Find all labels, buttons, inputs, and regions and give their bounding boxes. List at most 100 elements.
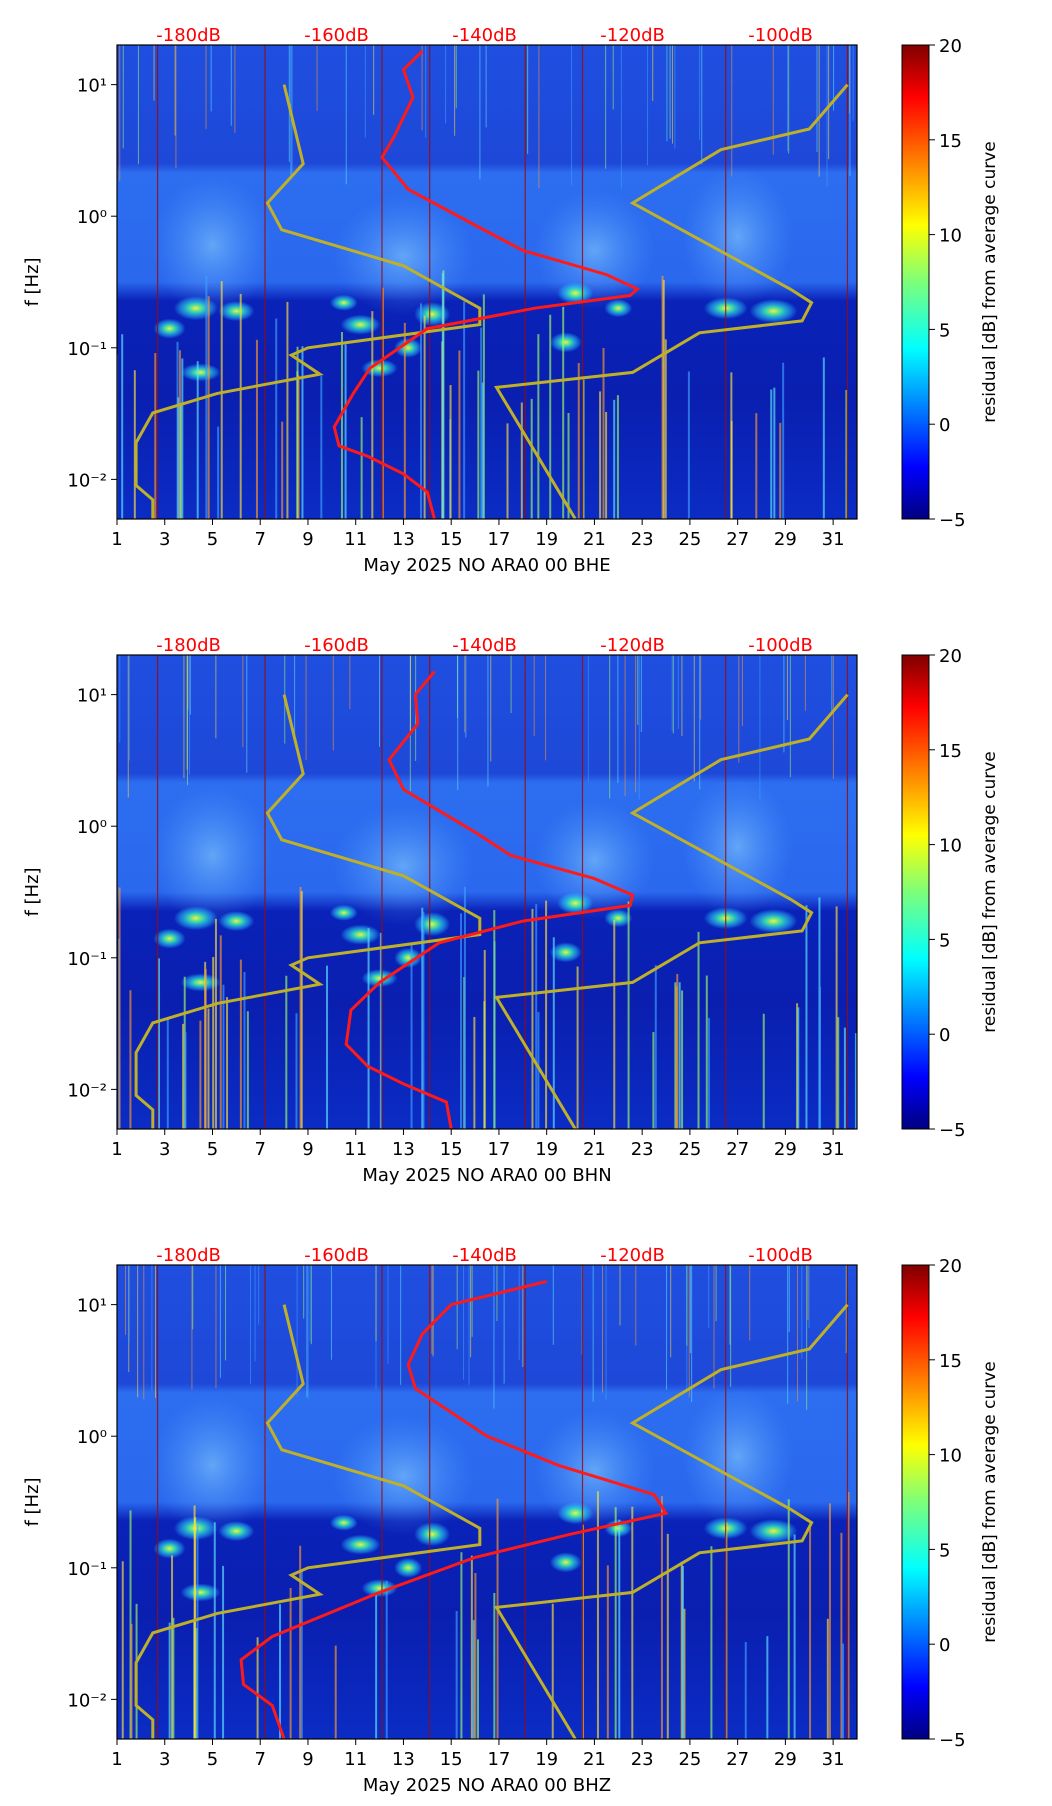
colorbar-tick-label: −5 xyxy=(939,1730,966,1751)
y-tick-label: 10⁻² xyxy=(67,1080,107,1101)
colorbar-label: residual [dB] from average curve xyxy=(980,751,1000,1032)
low-noise-model-line xyxy=(134,84,482,519)
colorbar-tick-label: 5 xyxy=(939,930,950,951)
y-tick-label: 10¹ xyxy=(77,686,107,707)
db-scale-label: -180dB xyxy=(156,1245,221,1266)
x-tick-label: 19 xyxy=(535,1139,558,1160)
average-psd-curve xyxy=(239,1279,669,1739)
x-tick-label: 29 xyxy=(774,529,797,550)
microseism-blob xyxy=(749,1519,798,1544)
microseism-blob xyxy=(549,1552,582,1573)
x-tick-label: 7 xyxy=(254,1749,265,1770)
db-scale-label: -180dB xyxy=(156,25,221,46)
db-scale-label: -180dB xyxy=(156,635,221,656)
colorbar xyxy=(901,1264,930,1740)
x-tick-label: 25 xyxy=(678,1749,701,1770)
axes-frame xyxy=(116,654,858,1130)
colorbar-tick-label: 10 xyxy=(939,226,962,247)
y-axis-label: f [Hz] xyxy=(22,1477,43,1526)
x-tick-label: 21 xyxy=(583,529,606,550)
y-tick-label: 10⁻¹ xyxy=(67,949,107,970)
microseism-blob xyxy=(361,359,398,378)
x-tick-label: 27 xyxy=(726,1749,749,1770)
noise-haze xyxy=(682,166,793,307)
db-scale-label: -140dB xyxy=(452,635,517,656)
microseism-blob xyxy=(340,1534,381,1555)
x-tick-label: 23 xyxy=(631,529,654,550)
colorbar-tick-label: 10 xyxy=(939,1446,962,1467)
x-tick-label: 9 xyxy=(302,529,313,550)
colorbar-tick-label: 0 xyxy=(939,415,950,436)
microseism-blob xyxy=(180,363,221,382)
colorbar-tick-label: 5 xyxy=(939,1540,950,1561)
x-tick-label: 31 xyxy=(822,1139,845,1160)
microseism-blob xyxy=(394,1557,423,1578)
colorbar-tick-label: 15 xyxy=(939,1351,962,1372)
microseism-blob xyxy=(173,906,218,931)
microseism-blob xyxy=(749,909,798,934)
x-tick-label: 13 xyxy=(392,1749,415,1770)
x-tick-label: 27 xyxy=(726,1139,749,1160)
microseism-blob xyxy=(414,1522,451,1547)
microseism-blob xyxy=(414,912,451,937)
y-tick-label: 10¹ xyxy=(77,1296,107,1317)
x-tick-label: 1 xyxy=(111,1139,122,1160)
colorbar-tick-label: −5 xyxy=(939,510,966,531)
colorbar-tick-label: 0 xyxy=(939,1025,950,1046)
x-tick-label: 5 xyxy=(207,1139,218,1160)
microseism-blob xyxy=(557,1502,594,1525)
x-tick-label: 17 xyxy=(487,529,510,550)
x-tick-label: 15 xyxy=(440,1749,463,1770)
x-tick-label: 5 xyxy=(207,1749,218,1770)
x-tick-label: 7 xyxy=(254,529,265,550)
microseism-blob xyxy=(361,1579,398,1598)
db-scale-label: -120dB xyxy=(600,25,665,46)
microseism-blob xyxy=(340,924,381,945)
noise-haze xyxy=(534,1410,655,1531)
x-tick-label: 11 xyxy=(344,1139,367,1160)
x-tick-label: 17 xyxy=(487,1749,510,1770)
x-tick-label: 9 xyxy=(302,1749,313,1770)
average-psd-curve xyxy=(344,670,635,1129)
axes-frame xyxy=(116,44,858,520)
x-tick-label: 3 xyxy=(159,1139,170,1160)
colorbar-label: residual [dB] from average curve xyxy=(980,1361,1000,1642)
microseism-blob xyxy=(604,909,633,928)
colorbar-tick-label: 15 xyxy=(939,741,962,762)
db-scale-label: -140dB xyxy=(452,25,517,46)
microseism-blob xyxy=(180,1583,221,1602)
spectrogram-plot xyxy=(117,45,857,519)
colorbar xyxy=(901,654,930,1130)
noise-haze xyxy=(682,1386,793,1527)
spectrogram-plot xyxy=(117,1265,857,1739)
low-noise-model-line xyxy=(134,694,482,1129)
y-tick-label: 10⁻¹ xyxy=(67,1559,107,1580)
low-noise-model-line xyxy=(134,1304,482,1739)
x-tick-label: 7 xyxy=(254,1139,265,1160)
noise-haze xyxy=(152,1395,273,1536)
x-tick-label: 5 xyxy=(207,529,218,550)
db-scale-label: -100dB xyxy=(748,635,813,656)
x-axis-label: May 2025 NO ARA0 00 BHZ xyxy=(363,1775,611,1796)
x-axis-label: May 2025 NO ARA0 00 BHN xyxy=(362,1165,611,1186)
microseism-blob xyxy=(394,337,423,358)
colorbar-tick-label: 0 xyxy=(939,1635,950,1656)
x-tick-label: 11 xyxy=(344,1749,367,1770)
x-tick-label: 3 xyxy=(159,1749,170,1770)
x-tick-label: 1 xyxy=(111,529,122,550)
axes-frame xyxy=(116,1264,858,1740)
microseism-blob xyxy=(557,282,594,305)
x-tick-label: 13 xyxy=(392,1139,415,1160)
colorbar xyxy=(901,44,930,520)
db-scale-label: -120dB xyxy=(600,1245,665,1266)
x-tick-label: 19 xyxy=(535,1749,558,1770)
colorbar-label: residual [dB] from average curve xyxy=(980,141,1000,422)
microseism-blob xyxy=(557,892,594,915)
colorbar-tick-label: 20 xyxy=(939,36,962,57)
microseism-blob xyxy=(549,942,582,963)
microseism-blob xyxy=(153,1538,186,1559)
db-scale-label: -160dB xyxy=(304,25,369,46)
colorbar-tick-label: −5 xyxy=(939,1120,966,1141)
